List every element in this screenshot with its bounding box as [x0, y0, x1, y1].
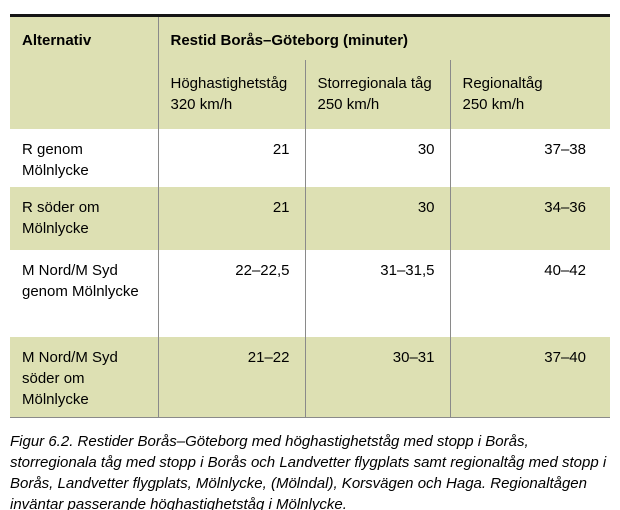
subcol-speed: 250 km/h: [462, 95, 525, 113]
cell-regionaltag: 37–38: [449, 128, 610, 187]
travel-time-table: Alternativ Restid Borås–Göteborg (minute…: [10, 14, 610, 418]
row-label: M Nord/M Syd genom Mölnlycke: [10, 249, 158, 337]
cell-hoghastighetstag: 21: [157, 186, 305, 250]
subcol-name: Höghastighetståg: [170, 74, 288, 92]
subcol-speed: 250 km/h: [317, 95, 380, 113]
cell-regionaltag: 40–42: [449, 249, 610, 337]
subcol-name: Regionaltåg: [462, 74, 543, 92]
cell-regionaltag: 34–36: [449, 186, 610, 250]
table-subheader-row: Höghastighetståg 320 km/h Storregionala …: [10, 59, 610, 129]
row-label: R söder om Mölnlycke: [10, 186, 158, 250]
column-header-regionaltag: Regionaltåg 250 km/h: [449, 59, 610, 129]
cell-hoghastighetstag: 22–22,5: [157, 249, 305, 337]
figure-caption: Figur 6.2. Restider Borås–Göteborg med h…: [10, 433, 607, 510]
table-row: M Nord/M Syd genom Mölnlycke 22–22,5 31–…: [10, 249, 610, 337]
row-label: R genom Mölnlycke: [10, 128, 158, 187]
cell-storregionala: 30: [304, 186, 450, 250]
column-header-storregionala: Storregionala tåg 250 km/h: [304, 59, 450, 129]
subcol-speed: 320 km/h: [170, 95, 233, 113]
table-row: R söder om Mölnlycke 21 30 34–36: [10, 186, 610, 250]
row-label: M Nord/M Syd söder om Mölnlycke: [10, 336, 158, 418]
cell-regionaltag: 37–40: [449, 336, 610, 418]
cell-storregionala: 31–31,5: [304, 249, 450, 337]
cell-hoghastighetstag: 21–22: [157, 336, 305, 418]
table-header-row: Alternativ Restid Borås–Göteborg (minute…: [10, 15, 610, 129]
column-header-alternativ: Alternativ: [10, 15, 158, 129]
subcol-name: Storregionala tåg: [317, 74, 432, 92]
cell-storregionala: 30–31: [304, 336, 450, 418]
table-row: M Nord/M Syd söder om Mölnlycke 21–22 30…: [10, 336, 610, 418]
cell-hoghastighetstag: 21: [157, 128, 305, 187]
table-row: R genom Mölnlycke 21 30 37–38: [10, 128, 610, 187]
table-title: Restid Borås–Göteborg (minuter): [157, 15, 610, 60]
document-page: Alternativ Restid Borås–Göteborg (minute…: [0, 14, 620, 510]
cell-storregionala: 30: [304, 128, 450, 187]
column-header-hoghastighetstag: Höghastighetståg 320 km/h: [157, 59, 305, 129]
